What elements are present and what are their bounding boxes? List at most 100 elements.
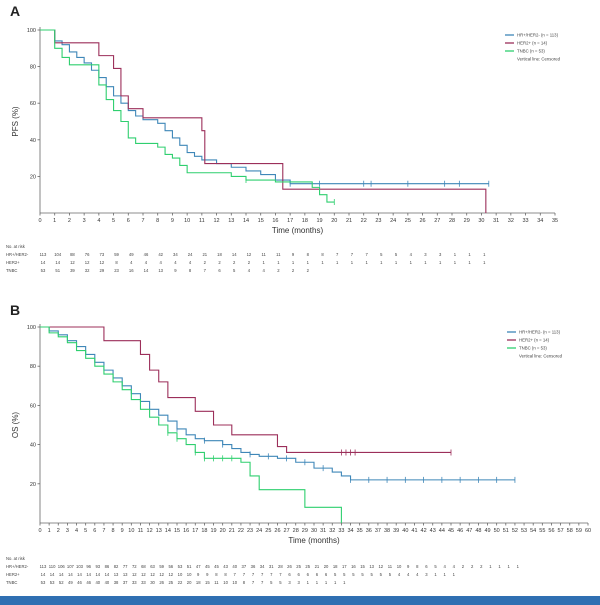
risk-cell: 13 <box>123 572 128 577</box>
risk-cell: 9 <box>292 252 295 257</box>
risk-cell: 28 <box>278 564 283 569</box>
panel-a-series <box>40 29 490 213</box>
panel-a-letter: A <box>10 3 20 19</box>
x-tick-label: 26 <box>274 528 280 534</box>
x-tick-label: 28 <box>449 218 455 224</box>
risk-cell: 8 <box>416 564 419 569</box>
risk-cell: 5 <box>270 580 273 585</box>
risk-cell: 43 <box>223 564 228 569</box>
risk-cell: 29 <box>100 268 105 273</box>
risk-cell: 12 <box>70 260 75 265</box>
risk-cell: 16 <box>351 564 356 569</box>
x-tick-label: 27 <box>434 218 440 224</box>
risk-cell: 1 <box>343 580 346 585</box>
risk-cell: 1 <box>336 260 339 265</box>
x-tick-label: 4 <box>97 218 100 224</box>
risk-cell: 3 <box>297 580 300 585</box>
risk-cell: 18 <box>217 252 222 257</box>
risk-cell: 53 <box>41 580 46 585</box>
x-tick-label: 23 <box>247 528 253 534</box>
risk-cell: 7 <box>365 252 368 257</box>
risk-cell: 1 <box>321 260 324 265</box>
risk-cell: 14 <box>144 268 149 273</box>
risk-cell: 7 <box>261 572 264 577</box>
risk-cell: 82 <box>114 564 119 569</box>
risk-cell: 8 <box>224 572 227 577</box>
risk-cell: 12 <box>141 572 146 577</box>
risk-cell: 14 <box>232 252 237 257</box>
risk-cell: 1 <box>439 260 442 265</box>
x-tick-label: 10 <box>128 528 134 534</box>
risk-cell: 4 <box>410 252 413 257</box>
risk-row-label: HR+/HER2- <box>6 252 29 257</box>
risk-cell: 9 <box>197 572 200 577</box>
x-tick-label: 26 <box>420 218 426 224</box>
x-tick-label: 42 <box>421 528 427 534</box>
risk-cell: 68 <box>141 564 146 569</box>
x-tick-label: 13 <box>156 528 162 534</box>
risk-cell: 8 <box>115 260 118 265</box>
y-tick-label: 40 <box>30 138 36 144</box>
risk-cell: 7 <box>252 580 255 585</box>
x-tick-label: 14 <box>243 218 249 224</box>
risk-cell: 4 <box>444 564 447 569</box>
risk-cell: 1 <box>307 260 310 265</box>
risk-cell: 1 <box>489 564 492 569</box>
risk-cell: 37 <box>123 580 128 585</box>
risk-cell: 21 <box>202 252 207 257</box>
risk-cell: 12 <box>378 564 383 569</box>
x-tick-label: 17 <box>192 528 198 534</box>
x-tick-label: 43 <box>430 528 436 534</box>
risk-cell: 7 <box>279 572 282 577</box>
risk-cell: 6 <box>218 268 221 273</box>
legend-label-her2_pos: HER2+ (n = 14) <box>519 338 550 343</box>
risk-cell: 40 <box>95 580 100 585</box>
risk-cell: 4 <box>145 260 148 265</box>
risk-cell: 63 <box>150 564 155 569</box>
risk-row-label: HER2+ <box>6 260 20 265</box>
risk-cell: 10 <box>178 572 183 577</box>
risk-cell: 104 <box>54 252 62 257</box>
risk-cell: 4 <box>174 260 177 265</box>
risk-cell: 5 <box>389 572 392 577</box>
risk-cell: 5 <box>334 572 337 577</box>
x-tick-label: 37 <box>375 528 381 534</box>
risk-cell: 59 <box>114 252 119 257</box>
x-tick-label: 1 <box>53 218 56 224</box>
risk-cell: 22 <box>178 580 183 585</box>
series-line-her2_pos <box>40 29 487 213</box>
risk-cell: 88 <box>70 252 75 257</box>
risk-cell: 5 <box>233 268 236 273</box>
x-tick-label: 56 <box>548 528 554 534</box>
risk-cell: 14 <box>68 572 73 577</box>
risk-cell: 39 <box>70 268 75 273</box>
risk-cell: 10 <box>187 572 192 577</box>
risk-cell: 1 <box>454 252 457 257</box>
risk-cell: 4 <box>262 268 265 273</box>
risk-cell: 1 <box>483 252 486 257</box>
x-tick-label: 25 <box>265 528 271 534</box>
series-line-hr_her2_neg <box>40 326 515 481</box>
x-tick-label: 16 <box>183 528 189 534</box>
risk-cell: 15 <box>360 564 365 569</box>
panel-a-legend: HR+/HER2- (n = 113) HER2+ (n = 14) TNBC (n… <box>505 33 561 62</box>
x-tick-label: 7 <box>102 528 105 534</box>
risk-cell: 51 <box>187 564 192 569</box>
risk-cell: 1 <box>395 260 398 265</box>
risk-cell: 33 <box>132 580 137 585</box>
x-tick-label: 52 <box>512 528 518 534</box>
risk-cell: 6 <box>307 572 310 577</box>
risk-cell: 5 <box>380 252 383 257</box>
risk-cell: 18 <box>196 580 201 585</box>
risk-cell: 2 <box>277 268 280 273</box>
y-tick-label: 20 <box>30 174 36 180</box>
x-tick-label: 40 <box>402 528 408 534</box>
legend-label-hr_her2_neg: HR+/HER2- (n = 113) <box>519 330 561 335</box>
risk-cell: 4 <box>189 260 192 265</box>
risk-cell: 1 <box>517 564 520 569</box>
risk-cell: 14 <box>105 572 110 577</box>
risk-cell: 1 <box>444 572 447 577</box>
risk-row-label: HER2+ <box>6 572 20 577</box>
x-tick-label: 18 <box>201 528 207 534</box>
